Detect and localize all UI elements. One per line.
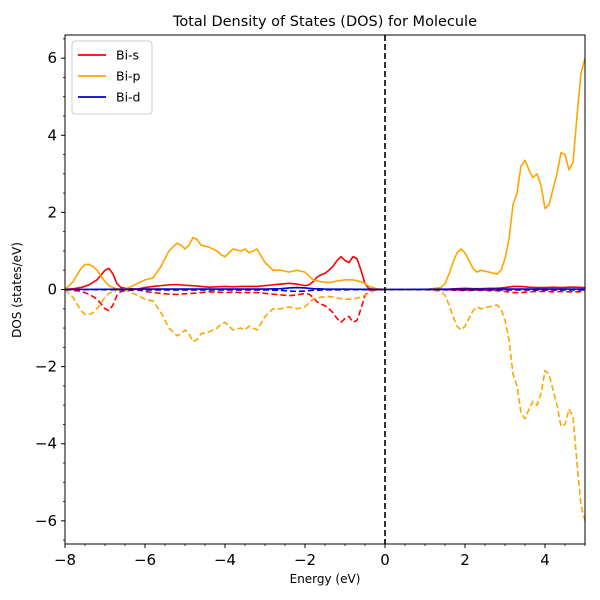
legend-label-bi-d: Bi-d <box>116 90 141 105</box>
x-tick-label: −2 <box>294 551 316 569</box>
x-tick-label: −8 <box>54 551 76 569</box>
y-tick-label: 6 <box>47 49 57 67</box>
y-tick-label: −4 <box>35 435 57 453</box>
x-tick-label: 4 <box>540 551 550 569</box>
legend-label-bi-p: Bi-p <box>116 69 141 84</box>
y-tick-label: −6 <box>35 512 57 530</box>
series-line-bi-p-down <box>65 288 585 522</box>
x-axis-label: Energy (eV) <box>290 572 361 586</box>
x-tick-label: 2 <box>460 551 470 569</box>
y-tick-label: −2 <box>35 358 57 376</box>
series-line-bi-s-up <box>65 255 585 291</box>
plot-area <box>65 35 585 544</box>
chart-title: Total Density of States (DOS) for Molecu… <box>172 14 477 30</box>
series-line-bi-p-up <box>65 57 585 291</box>
y-tick-label: 2 <box>47 203 57 221</box>
y-axis-label: DOS (states/eV) <box>10 242 24 338</box>
legend-box <box>71 40 153 115</box>
axis-ticks: −8 −6 −4 −2 0 2 4 −6 −4 −2 0 2 4 6 <box>35 38 586 569</box>
x-tick-label: 0 <box>380 551 390 569</box>
y-tick-label: 0 <box>47 281 57 299</box>
series-line-bi-d-down <box>65 288 585 293</box>
series-line-bi-s-down <box>65 288 585 324</box>
x-tick-label: −6 <box>134 551 156 569</box>
x-tick-label: −4 <box>214 551 236 569</box>
y-tick-label: 4 <box>47 126 57 144</box>
legend: Bi-s Bi-p Bi-d <box>71 40 153 115</box>
legend-label-bi-s: Bi-s <box>116 48 139 63</box>
